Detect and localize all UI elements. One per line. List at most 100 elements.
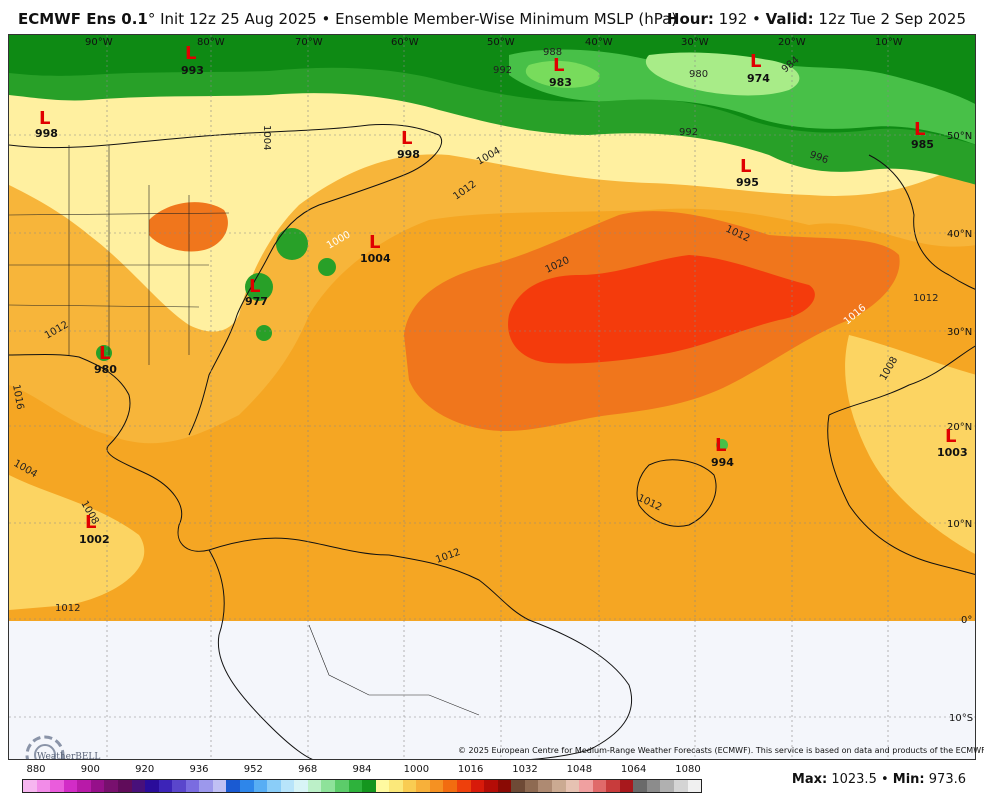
- low-value: 983: [549, 76, 572, 89]
- colorbar-scale: [22, 779, 702, 793]
- lon-label: 20°W: [778, 37, 806, 48]
- low-value: 998: [397, 148, 420, 161]
- isobar-label: 1016: [10, 384, 25, 411]
- map-svg: 90°W 80°W 70°W 60°W 50°W 40°W 30°W 20°W …: [9, 35, 975, 759]
- lat-label: 0°: [961, 615, 972, 626]
- colorbar-swatch: [145, 780, 159, 792]
- no-data-area: [9, 621, 975, 759]
- colorbar-tick-label: 1000: [403, 764, 430, 775]
- longitude-labels: 90°W 80°W 70°W 60°W 50°W 40°W 30°W 20°W …: [85, 37, 903, 48]
- weatherbell-logo: WeatherBELL: [23, 733, 113, 759]
- colorbar-swatch: [158, 780, 173, 792]
- colorbar-swatch: [551, 780, 566, 792]
- low-letter: L: [740, 156, 751, 177]
- low-letter: L: [914, 119, 925, 140]
- colorbar-swatch: [253, 780, 268, 792]
- colorbar-swatch: [402, 780, 417, 792]
- colorbar-swatch: [104, 780, 118, 792]
- colorbar-swatch: [565, 780, 580, 792]
- lat-label: 10°S: [949, 713, 973, 724]
- colorbar-swatch: [511, 780, 525, 792]
- colorbar-tick-label: 968: [298, 764, 318, 775]
- colorbar-swatch: [36, 780, 51, 792]
- low-letter: L: [553, 55, 564, 76]
- colorbar-swatch: [375, 780, 390, 792]
- colorbar-tick-label: 1080: [675, 764, 701, 775]
- colorbar-swatch: [77, 780, 91, 792]
- colorbar-swatch: [687, 780, 702, 792]
- low-letter: L: [715, 435, 726, 456]
- band-1004-north: [9, 90, 975, 332]
- colorbar-swatch: [280, 780, 295, 792]
- copyright-notice: © 2025 European Centre for Medium-Range …: [458, 746, 984, 755]
- colorbar-tick-label: 900: [80, 764, 100, 775]
- colorbar-swatch: [334, 780, 349, 792]
- valid-label: Valid:: [765, 10, 814, 28]
- lon-label: 70°W: [295, 37, 323, 48]
- colorbar-swatch: [240, 780, 254, 792]
- colorbar-swatch: [606, 780, 620, 792]
- low-letter: L: [249, 276, 260, 297]
- colorbar-tick-label: 920: [135, 764, 155, 775]
- low-value: 995: [736, 176, 759, 189]
- colorbar-swatch: [579, 780, 593, 792]
- colorbar-swatch: [117, 780, 132, 792]
- product-name: Ensemble Member-Wise Minimum MSLP (hPa): [335, 10, 678, 28]
- colorbar-swatch: [172, 780, 186, 792]
- isobar-label: 980: [689, 69, 708, 80]
- lon-label: 50°W: [487, 37, 515, 48]
- colorbar-swatch: [348, 780, 363, 792]
- colorbar-swatch: [484, 780, 498, 792]
- band-988-low: [525, 60, 600, 88]
- colorbar-swatch: [592, 780, 607, 792]
- low-blob-3: [245, 273, 273, 301]
- max-min-stats: Max: 1023.5 • Min: 973.6: [792, 772, 966, 787]
- low-letter: L: [369, 232, 380, 253]
- header-bar: ECMWF Ens 0.1° Init 12z 25 Aug 2025 • En…: [0, 0, 984, 34]
- colorbar-tick-label: 1064: [620, 764, 647, 775]
- valid-value: 12z Tue 2 Sep 2025: [813, 10, 966, 28]
- hour-label: Hour:: [666, 10, 714, 28]
- colorbar-swatch: [538, 780, 552, 792]
- colorbar-swatch: [619, 780, 634, 792]
- band-992-north: [509, 49, 975, 145]
- colorbar-tick-label: 952: [243, 764, 263, 775]
- model-name: ECMWF Ens 0.1: [18, 10, 148, 28]
- degree-mark: °: [147, 10, 156, 28]
- colorbar-swatch: [294, 780, 308, 792]
- colorbar-swatch: [457, 780, 471, 792]
- low-blob-6: [716, 439, 728, 451]
- colorbar-swatch: [226, 780, 240, 792]
- colorbar-swatch: [429, 780, 444, 792]
- lon-label: 80°W: [197, 37, 225, 48]
- colorbar-swatch: [470, 780, 485, 792]
- isobar-label: 992: [679, 127, 698, 138]
- graticule: [9, 35, 975, 759]
- low-blob-5: [96, 345, 112, 361]
- low-blob-2: [318, 258, 336, 276]
- colorbar-swatch: [131, 780, 146, 792]
- isobar-label: 1012: [55, 603, 80, 614]
- colorbar-swatch: [524, 780, 539, 792]
- title-sep: •: [316, 10, 336, 28]
- colorbar-tick-label: 936: [189, 764, 209, 775]
- isobar-label: 1004: [261, 125, 272, 150]
- low-blob-1: [276, 228, 308, 260]
- low-value: 1002: [79, 533, 110, 546]
- lon-label: 10°W: [875, 37, 903, 48]
- lat-label: 10°N: [947, 519, 972, 530]
- band-1008-centralam: [9, 475, 145, 610]
- low-letter: L: [39, 108, 50, 129]
- low-value: 977: [245, 295, 268, 308]
- colorbar-tick-label: 1016: [457, 764, 484, 775]
- band-1008-africa: [845, 335, 975, 554]
- colorbar-swatch: [443, 780, 457, 792]
- colorbar-swatch: [90, 780, 105, 792]
